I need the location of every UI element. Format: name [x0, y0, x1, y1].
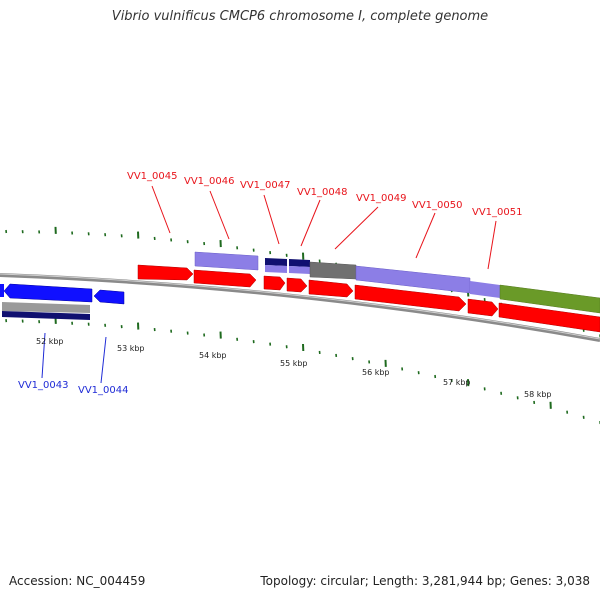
- feature-block-olive[interactable]: [499, 284, 600, 314]
- scale-label: 56 kbp: [362, 368, 390, 377]
- scale-label: 53 kbp: [117, 344, 145, 353]
- cds-arrow[interactable]: [93, 289, 125, 305]
- genome-backbone: [0, 273, 600, 342]
- cds-arrow[interactable]: [193, 269, 257, 288]
- gene-label-vv1-0049[interactable]: VV1_0049: [356, 193, 407, 204]
- cds-arrow[interactable]: [354, 284, 467, 312]
- feature-block-gray[interactable]: [309, 261, 357, 280]
- map-title: Vibrio vulnificus CMCP6 chromosome I, co…: [111, 9, 489, 24]
- gene-label-vv1-0046[interactable]: VV1_0046: [184, 176, 235, 187]
- cds-track-reverse: [0, 283, 125, 320]
- feature-block-navy[interactable]: [289, 259, 310, 267]
- gene-label-group: VV1_0045 VV1_0046 VV1_0047 VV1_0048 VV1_…: [18, 171, 523, 396]
- scale-label-group: 52 kbp 53 kbp 54 kbp 55 kbp 56 kbp 57 kb…: [36, 337, 552, 399]
- feature-block-lavender[interactable]: [470, 281, 500, 298]
- scale-label: 54 kbp: [199, 351, 227, 360]
- cds-arrow[interactable]: [263, 275, 286, 291]
- feature-block-gray[interactable]: [2, 302, 90, 313]
- cds-arrow[interactable]: [498, 302, 600, 333]
- feature-block-navy[interactable]: [2, 311, 90, 320]
- scale-label: 58 kbp: [524, 390, 552, 399]
- feature-block-lavender[interactable]: [289, 266, 310, 274]
- feature-block-navy[interactable]: [265, 258, 287, 266]
- topology-text: Topology: circular; Length: 3,281,944 bp…: [260, 574, 590, 588]
- gene-label-vv1-0047[interactable]: VV1_0047: [240, 180, 291, 191]
- cds-arrow[interactable]: [286, 277, 308, 293]
- cds-arrow[interactable]: [137, 264, 194, 281]
- gene-label-vv1-0044[interactable]: VV1_0044: [78, 385, 129, 396]
- gene-label-vv1-0051[interactable]: VV1_0051: [472, 207, 523, 218]
- cds-arrow[interactable]: [0, 284, 4, 297]
- genome-backbone-highlight: [0, 273, 600, 340]
- cds-arrow[interactable]: [467, 298, 499, 317]
- gene-label-vv1-0045[interactable]: VV1_0045: [127, 171, 178, 182]
- gene-label-vv1-0043[interactable]: VV1_0043: [18, 380, 69, 391]
- gene-label-vv1-0050[interactable]: VV1_0050: [412, 200, 463, 211]
- cds-arrow[interactable]: [3, 283, 93, 303]
- scale-label: 57 kbp: [443, 378, 471, 387]
- cds-arrow[interactable]: [308, 279, 354, 298]
- scale-label: 52 kbp: [36, 337, 64, 346]
- accession-text: Accession: NC_004459: [9, 574, 146, 588]
- inner-tick-row: [5, 316, 600, 425]
- feature-track-upper: [194, 251, 600, 314]
- leader-lines-reverse: [41, 332, 107, 384]
- leader-lines-forward: [151, 185, 497, 270]
- gene-label-vv1-0048[interactable]: VV1_0048: [297, 187, 348, 198]
- feature-block-lavender[interactable]: [194, 251, 259, 271]
- scale-label: 55 kbp: [280, 359, 308, 368]
- feature-block-lavender[interactable]: [265, 265, 287, 273]
- cds-track-forward: [137, 264, 600, 333]
